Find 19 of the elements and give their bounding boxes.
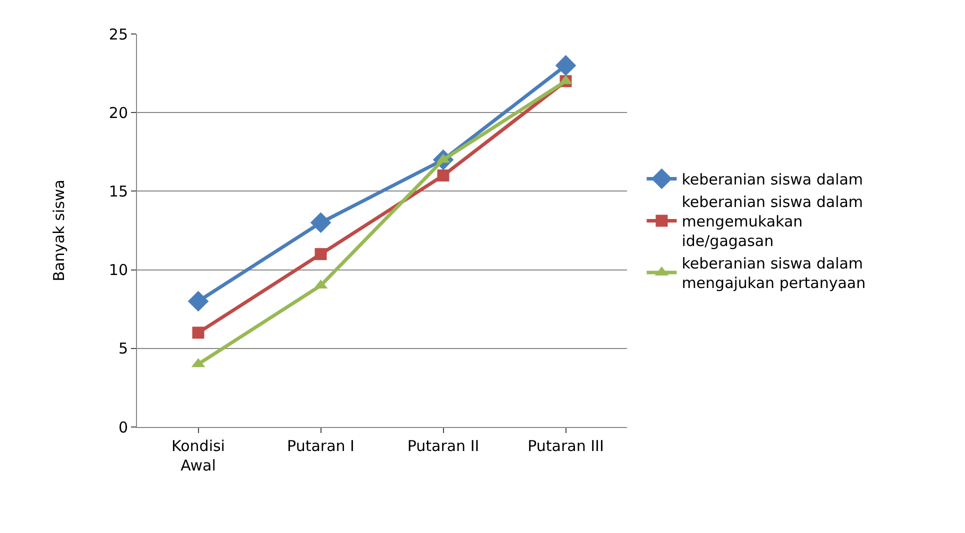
- point: [310, 212, 332, 234]
- y-axis-title: Banyak siswa: [50, 180, 68, 282]
- point: [314, 248, 327, 260]
- legend-label: keberanian siswa dalam: [682, 170, 864, 189]
- x-tick-label: Putaran I: [287, 437, 354, 455]
- y-tick-label: 10: [108, 261, 128, 280]
- x-tick-label: Kondisi Awal: [172, 437, 225, 474]
- point: [188, 290, 209, 312]
- y-tick-label: 25: [108, 25, 128, 44]
- point: [555, 55, 576, 76]
- x-tick-label: Putaran III: [528, 437, 604, 455]
- y-tick-label: 15: [108, 182, 128, 200]
- point: [437, 169, 450, 182]
- y-tick-label: 20: [108, 104, 128, 122]
- x-tick-label: Putaran II: [407, 437, 480, 455]
- point: [192, 326, 204, 339]
- legend-label: keberanian siswa dalam mengajukan pertanyaan: [682, 254, 866, 292]
- y-tick-label: 0: [118, 418, 128, 436]
- y-tick-label: 5: [118, 340, 128, 358]
